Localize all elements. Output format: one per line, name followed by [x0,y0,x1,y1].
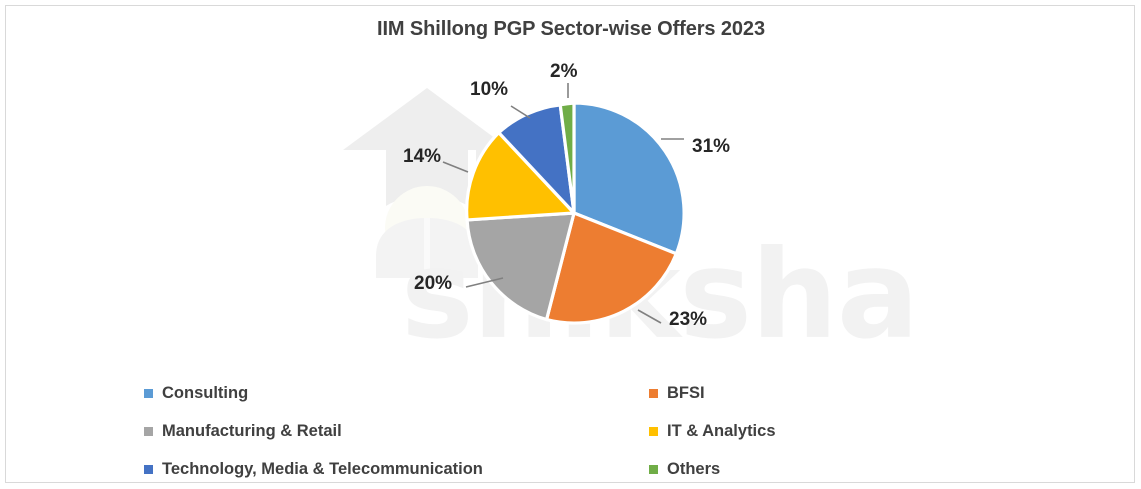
legend-item-consulting[interactable]: Consulting [134,384,639,403]
pie-slice-others[interactable] [558,101,576,215]
pie-leader-lines [442,83,684,324]
legend-item-manufacturing-retail[interactable]: Manufacturing & Retail [134,422,639,441]
legend-item-label: Consulting [162,383,249,402]
leader-line-technology-media-telecom [510,105,531,119]
pie-svg [442,83,686,325]
pie-label-it-analytics: 14% [403,146,442,167]
leader-line-it-analytics [442,161,469,173]
legend-item-technology-media-telecom[interactable]: Technology, Media & Telecommunication [134,460,639,479]
pie-label-manufacturing-retail: 20% [414,273,453,294]
legend-swatch-icon [144,388,153,398]
legend-swatch-icon [649,426,658,436]
legend-row: Technology, Media & Telecommunication Ot… [134,450,1014,482]
legend-row: Consulting BFSI [134,374,1014,412]
legend-swatch-icon [649,388,658,398]
legend-swatch-icon [649,464,658,474]
legend-item-bfsi[interactable]: BFSI [639,384,1014,403]
legend-item-label: IT & Analytics [667,421,776,440]
legend-item-label: BFSI [667,383,705,402]
pie-label-others: 2% [550,61,578,82]
pie-label-technology-media-telecom: 10% [470,79,509,100]
pie-label-consulting: 31% [692,136,731,157]
chart-container: shiksha IIM Shillong PGP Sector-wise Off… [5,5,1135,483]
chart-legend: Consulting BFSI Manufacturing & Retail I… [134,374,1014,482]
pie-label-bfsi: 23% [669,309,708,330]
pie-slice-bfsi[interactable] [544,211,678,325]
pie-slice-consulting[interactable] [572,101,686,256]
legend-row: Manufacturing & Retail IT & Analytics [134,412,1014,450]
pie-chart: 31% 23% 20% 14% 10% 2% [6,6,1134,356]
legend-item-label: Manufacturing & Retail [162,421,342,440]
legend-item-others[interactable]: Others [639,460,1014,479]
pie-slices [465,101,686,325]
pie-slice-it-analytics[interactable] [465,131,576,222]
pie-slice-manufacturing-retail[interactable] [465,211,576,322]
legend-item-it-analytics[interactable]: IT & Analytics [639,422,1014,441]
legend-item-label: Others [667,459,721,478]
chart-title: IIM Shillong PGP Sector-wise Offers 2023 [377,18,765,40]
legend-swatch-icon [144,426,153,436]
legend-swatch-icon [144,464,153,474]
leader-line-bfsi [637,309,662,324]
legend-item-label: Technology, Media & Telecommunication [162,459,483,478]
leader-line-manufacturing-retail [465,277,504,288]
